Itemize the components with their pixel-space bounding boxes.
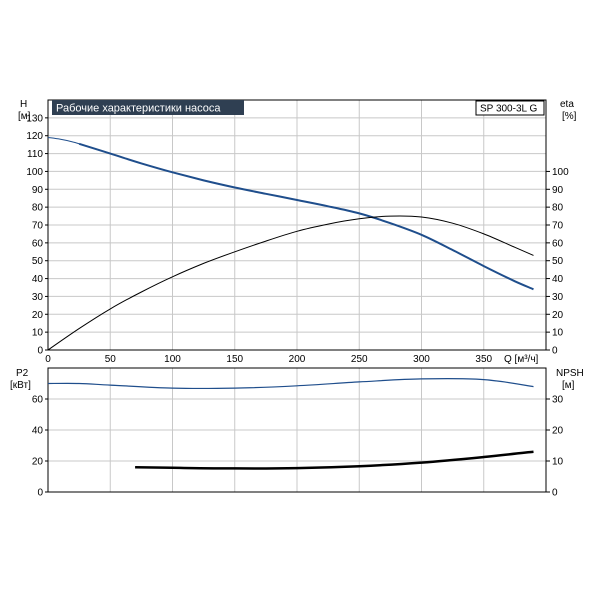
top-right-tick-label: 100 xyxy=(552,167,569,178)
chart-title: Рабочие характеристики насоса xyxy=(56,103,221,115)
top-left-tick-label: 30 xyxy=(32,292,44,303)
bottom-right-axis-unit: [м] xyxy=(562,380,575,391)
top-gridlines xyxy=(48,100,546,350)
bottom-left-axis-label: P2 xyxy=(16,368,29,379)
top-right-tick-label: 70 xyxy=(552,221,564,232)
top-right-axis-unit: [%] xyxy=(562,111,577,122)
npsh-curve xyxy=(135,450,534,470)
top-left-tick-label: 50 xyxy=(32,256,44,267)
top-left-tick-label: 100 xyxy=(26,167,43,178)
head-curve-extension xyxy=(47,137,80,145)
top-left-tick-label: 70 xyxy=(32,221,44,232)
top-right-tick-label: 80 xyxy=(552,203,564,214)
x-tick-label: 100 xyxy=(164,354,181,365)
top-left-tick-label: 40 xyxy=(32,274,44,285)
x-tick-label: 200 xyxy=(289,354,306,365)
power-curve xyxy=(47,378,534,390)
bottom-left-tick-label: 40 xyxy=(32,426,44,437)
top-left-tick-label: 110 xyxy=(27,149,43,160)
top-left-tick-label: 10 xyxy=(32,328,44,339)
bottom-right-tick-label: 20 xyxy=(552,426,564,437)
bottom-right-tick-label: 0 xyxy=(552,488,558,499)
x-tick-label: 0 xyxy=(45,354,51,365)
top-left-axis-label: H xyxy=(20,99,27,110)
head-curve xyxy=(78,142,534,291)
x-tick-label: 350 xyxy=(475,354,492,365)
top-right-tick-label: 50 xyxy=(552,256,564,267)
top-left-tick-label: 0 xyxy=(37,346,43,357)
top-left-tick-label: 130 xyxy=(26,113,43,124)
bottom-gridlines xyxy=(48,367,546,492)
top-right-tick-label: 30 xyxy=(552,292,564,303)
x-tick-label: 50 xyxy=(105,354,117,365)
bottom-right-tick-label: 30 xyxy=(552,395,564,406)
tick-labels: 0 50 100 150 200 250 300 3500102030405060708090… xyxy=(26,113,569,498)
top-left-tick-label: 60 xyxy=(32,238,44,249)
bottom-left-tick-label: 60 xyxy=(32,395,44,406)
bottom-right-tick-label: 10 xyxy=(552,457,564,468)
top-right-tick-label: 60 xyxy=(552,238,564,249)
bottom-left-axis-unit: [кВт] xyxy=(10,380,31,391)
top-right-tick-label: 20 xyxy=(552,310,564,321)
top-right-tick-label: 10 xyxy=(552,328,564,339)
top-left-tick-label: 20 xyxy=(32,310,44,321)
title-box xyxy=(52,100,244,115)
model-label: SP 300-3L G xyxy=(480,104,537,115)
efficiency-curve xyxy=(47,215,534,351)
top-left-axis-unit: [м] xyxy=(18,111,31,122)
model-label-box xyxy=(475,100,545,116)
series-lines xyxy=(47,137,534,470)
x-tick-label: 150 xyxy=(226,354,243,365)
top-right-tick-label: 0 xyxy=(552,346,558,357)
top-right-tick-label: 90 xyxy=(552,185,564,196)
x-axis-label: Q [м³/ч] xyxy=(504,354,539,365)
bottom-left-tick-label: 0 xyxy=(37,488,43,499)
top-right-axis-label: eta xyxy=(560,99,574,110)
x-tick-label: 300 xyxy=(413,354,430,365)
top-left-tick-label: 90 xyxy=(32,185,44,196)
bottom-left-tick-label: 20 xyxy=(32,457,44,468)
top-right-tick-label: 40 xyxy=(552,274,564,285)
x-tick-label: 250 xyxy=(351,354,368,365)
bottom-right-axis-label: NPSH xyxy=(556,368,584,379)
top-left-tick-label: 80 xyxy=(32,203,44,214)
top-left-tick-label: 120 xyxy=(26,131,43,142)
